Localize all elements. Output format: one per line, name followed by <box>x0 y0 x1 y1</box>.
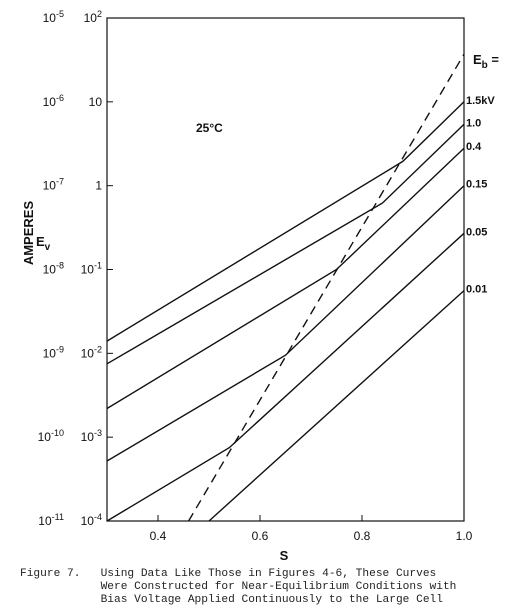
plot-frame <box>106 17 465 522</box>
series-line <box>208 290 465 522</box>
series-label: 0.01 <box>466 284 487 296</box>
series-line <box>106 232 465 522</box>
labels: 10-4 10-11 10-3 10-10 10-2 10-9 10-1 10-8 1 10-7 1… <box>21 9 499 563</box>
series-line <box>106 101 465 342</box>
y-tick-label-ev: 10-2 <box>81 344 102 360</box>
x-axis-title: S <box>280 548 289 563</box>
temperature-annotation: 25°C <box>196 121 223 135</box>
caption-line-3: Bias Voltage Applied Continuously to the… <box>20 594 443 606</box>
series-label: 1.0 <box>466 117 481 129</box>
legend-title: Eb = <box>473 52 499 71</box>
y-tick-label-ev: 10-3 <box>81 428 102 444</box>
y-tick-label-amperes: 10-9 <box>43 344 64 360</box>
x-tick-label: 0.6 <box>252 529 269 543</box>
y-tick-label-ev: 102 <box>84 9 102 25</box>
x-tick-label: 0.8 <box>354 529 371 543</box>
y-axis-title: AMPERES <box>21 201 36 266</box>
figure-caption: Figure 7. Using Data Like Those in Figur… <box>20 568 500 607</box>
y-tick-label-amperes: 10-8 <box>43 261 64 277</box>
caption-line-1: Figure 7. Using Data Like Those in Figur… <box>20 568 437 580</box>
y-tick-label-ev: 1 <box>95 179 102 193</box>
series-line-dashed <box>187 53 465 522</box>
series-label: 0.15 <box>466 179 487 191</box>
series-label: 0.05 <box>466 226 487 238</box>
y-tick-label-amperes: 10-7 <box>43 177 64 193</box>
y-tick-label-amperes: 10-6 <box>43 93 64 109</box>
caption-line-2: Were Constructed for Near-Equilibrium Co… <box>20 581 457 593</box>
y-tick-label-ev: 10 <box>89 95 103 109</box>
series-line <box>106 123 465 365</box>
y-tick-label-amperes: 10-5 <box>43 9 64 25</box>
y-tick-label-ev: 10-1 <box>81 261 102 277</box>
y-tick-label-ev: 10-4 <box>81 512 102 528</box>
series-line <box>106 147 465 410</box>
chart: 10-4 10-11 10-3 10-10 10-2 10-9 10-1 10-8 1 10-7 1… <box>21 9 499 563</box>
x-tick-label: 1.0 <box>456 529 473 543</box>
y-tick-label-amperes: 10-10 <box>38 428 64 444</box>
series-lines <box>106 53 465 522</box>
series-label: 1.5kV <box>466 95 495 107</box>
series-label: 0.4 <box>466 141 482 153</box>
series-line <box>106 185 465 462</box>
ticks <box>107 17 465 522</box>
y2-axis-title: Ev <box>36 234 51 253</box>
x-tick-label: 0.4 <box>150 529 167 543</box>
y-tick-label-amperes: 10-11 <box>38 512 64 528</box>
